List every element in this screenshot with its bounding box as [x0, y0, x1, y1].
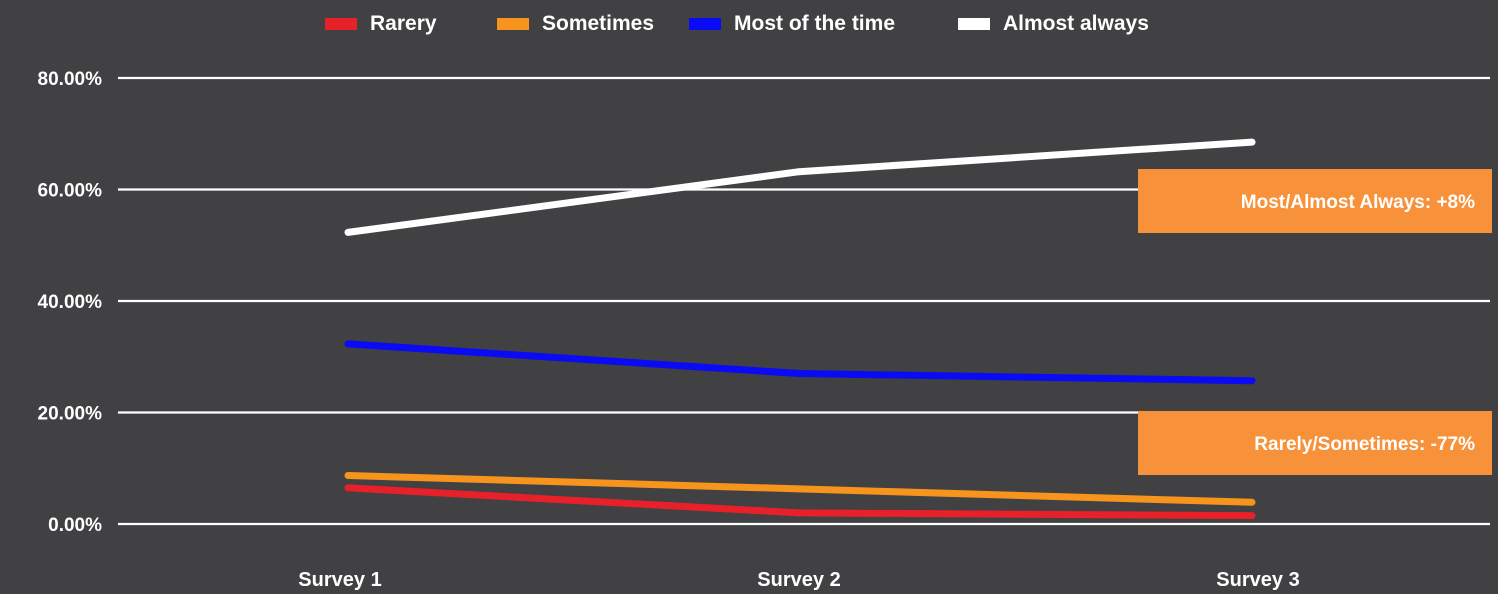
y-tick-label: 60.00%: [38, 181, 103, 202]
data-point: [795, 168, 803, 176]
legend-swatch: [497, 18, 529, 30]
legend: Rarery Sometimes Most of the time Almost al…: [325, 12, 1149, 35]
legend-label: Rarery: [370, 12, 437, 35]
legend-label: Almost always: [1003, 12, 1149, 35]
x-category-label: Survey 2: [757, 569, 840, 591]
callout-box: [1138, 411, 1492, 475]
x-category-label: Survey 1: [298, 569, 381, 591]
legend-label: Sometimes: [542, 12, 654, 35]
y-tick-label: 20.00%: [38, 404, 103, 425]
data-point: [1248, 512, 1256, 520]
legend-swatch: [958, 18, 990, 30]
data-point: [795, 509, 803, 517]
callout-text: Most/Almost Always: +8%: [1241, 192, 1475, 213]
data-point: [795, 370, 803, 377]
legend-label: Most of the time: [734, 12, 895, 35]
y-axis: 0.00% 20.00% 40.00% 60.00% 80.00%: [38, 69, 103, 536]
data-point: [1248, 138, 1256, 146]
y-tick-label: 0.00%: [48, 515, 102, 536]
y-tick-label: 40.00%: [38, 292, 103, 313]
data-point: [1248, 377, 1256, 385]
legend-swatch: [325, 18, 357, 30]
data-point: [344, 472, 352, 479]
y-tick-label: 80.00%: [38, 69, 103, 90]
legend-swatch: [689, 18, 721, 30]
data-point: [795, 485, 803, 493]
callout-box: [1138, 169, 1492, 233]
data-point: [344, 340, 352, 348]
series-line-3: [347, 138, 1253, 236]
callout-text: Rarely/Sometimes: -77%: [1254, 434, 1475, 455]
x-axis: Survey 1 Survey 2 Survey 3: [298, 569, 1299, 591]
data-point: [344, 228, 352, 236]
x-category-label: Survey 3: [1216, 569, 1299, 591]
series-lines: [344, 138, 1256, 520]
data-point: [1248, 498, 1256, 506]
data-point: [344, 484, 352, 492]
callouts: Most/Almost Always: +8% Rarely/Sometimes:…: [1138, 169, 1492, 475]
